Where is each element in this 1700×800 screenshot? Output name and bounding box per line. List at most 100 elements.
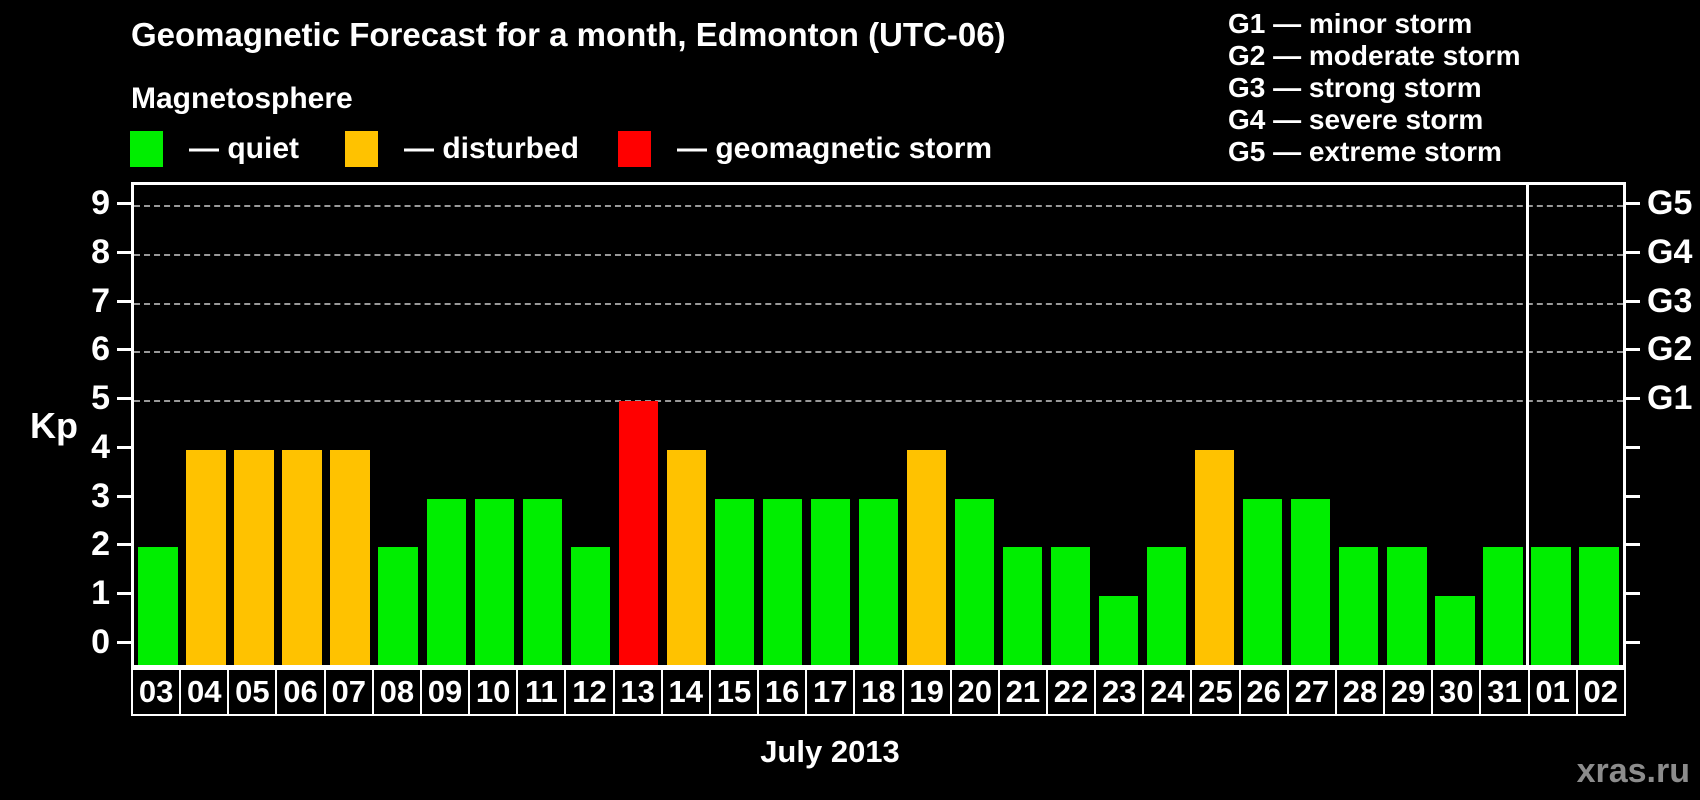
- kp-bar-day-29: [1387, 547, 1427, 665]
- kp-bar-day-24: [1146, 547, 1187, 665]
- day-label-cell-12: 12: [564, 668, 615, 716]
- g-scale-label-g5: G5: [1647, 184, 1693, 223]
- right-y-tick-7: [1626, 299, 1640, 303]
- kp-bar-day-18: [858, 498, 899, 665]
- bar-slot-12: [566, 185, 614, 665]
- day-label-cell-01: 01: [1527, 668, 1578, 716]
- bar-slot-23: [1095, 185, 1143, 665]
- right-y-tick-1: [1626, 591, 1640, 595]
- kp-bar-day-10: [474, 498, 514, 665]
- day-label-cell-24: 24: [1142, 668, 1193, 716]
- bar-slot-09: [422, 185, 470, 665]
- right-y-tick-5: [1626, 397, 1640, 401]
- day-label-cell-09: 09: [419, 668, 471, 716]
- bar-slot-28: [1335, 185, 1383, 665]
- chart-area: Kp 0 1 2 3 4 5 6 7 8 9 G1 G2 G3 G4 G5 03 04 05 06 07 08 09 10…: [30, 182, 1692, 716]
- day-label-cell-16: 16: [757, 668, 808, 716]
- kp-bar-day-23: [1098, 595, 1139, 665]
- day-label-cell-23: 23: [1094, 668, 1145, 716]
- bar-slot-02: [1575, 185, 1623, 665]
- kp-bar-day-12: [570, 547, 610, 665]
- magnetosphere-label: Magnetosphere: [131, 82, 353, 115]
- kp-bar-day-08: [378, 547, 418, 665]
- kp-tick-label-2: 2: [91, 525, 110, 564]
- day-label-cell-02: 02: [1575, 668, 1626, 716]
- bar-slot-10: [470, 185, 518, 665]
- bar-row: [134, 185, 1623, 665]
- kp-tick-label-3: 3: [91, 476, 110, 515]
- left-y-tick-2: [117, 543, 131, 547]
- quiet-color-swatch: [130, 131, 163, 167]
- bar-slot-05: [230, 185, 278, 665]
- day-label-cell-27: 27: [1286, 668, 1337, 716]
- bar-slot-03: [134, 185, 182, 665]
- kp-bar-day-05: [234, 449, 274, 665]
- day-label-cell-20: 20: [949, 668, 1000, 716]
- plot-area: Kp 0 1 2 3 4 5 6 7 8 9 G1 G2 G3 G4 G5: [30, 182, 1692, 668]
- gridline-kp6: [134, 351, 1623, 354]
- gridline-kp7: [134, 302, 1623, 305]
- day-label-cell-06: 06: [275, 668, 326, 716]
- right-y-tick-3: [1626, 494, 1640, 498]
- kp-bar-day-31: [1483, 547, 1523, 665]
- kp-bar-day-07: [330, 449, 370, 665]
- bar-slot-20: [951, 185, 999, 665]
- left-y-tick-1: [117, 591, 131, 595]
- kp-bar-day-15: [714, 498, 755, 665]
- bar-slot-22: [1047, 185, 1095, 665]
- kp-bar-day-11: [522, 498, 562, 665]
- bar-slot-04: [182, 185, 230, 665]
- bar-slot-29: [1383, 185, 1431, 665]
- day-label-cell-25: 25: [1190, 668, 1241, 716]
- legend-item-quiet: — quiet: [130, 130, 299, 168]
- kp-bar-day-01: [1531, 547, 1571, 665]
- disturbed-color-swatch: [345, 131, 378, 167]
- gridline-kp8: [134, 254, 1623, 257]
- storm-label: — geomagnetic storm: [677, 132, 993, 165]
- g3-legend-line: G3 — strong storm: [1228, 72, 1482, 103]
- kp-tick-label-6: 6: [91, 330, 110, 369]
- kp-bar-day-17: [810, 498, 851, 665]
- bar-slot-15: [710, 185, 758, 665]
- kp-tick-label-0: 0: [91, 622, 110, 661]
- bar-slot-25: [1191, 185, 1239, 665]
- left-y-tick-5: [117, 397, 131, 401]
- legend-item-disturbed: — disturbed: [345, 130, 579, 168]
- day-label-cell-29: 29: [1383, 668, 1434, 716]
- g5-legend-line: G5 — extreme storm: [1228, 136, 1502, 167]
- day-label-cell-13: 13: [612, 668, 663, 716]
- storm-color-swatch: [618, 131, 651, 167]
- bar-slot-17: [806, 185, 854, 665]
- kp-bar-day-13: [618, 401, 659, 665]
- day-label-cell-03: 03: [131, 668, 182, 716]
- kp-tick-label-7: 7: [91, 281, 110, 320]
- day-label-cell-07: 07: [323, 668, 374, 716]
- right-y-tick-4: [1626, 445, 1640, 449]
- bar-slot-01: [1527, 185, 1575, 665]
- day-label-cell-11: 11: [516, 668, 567, 716]
- chart-title: Geomagnetic Forecast for a month, Edmont…: [131, 16, 1006, 53]
- day-label-cell-22: 22: [1045, 668, 1097, 716]
- kp-bar-day-27: [1291, 498, 1331, 665]
- month-label: July 2013: [760, 734, 900, 769]
- kp-bar-day-02: [1579, 547, 1619, 665]
- bar-slot-14: [662, 185, 710, 665]
- g1-legend-line: G1 — minor storm: [1228, 8, 1473, 39]
- day-label-cell-14: 14: [660, 668, 711, 716]
- right-y-tick-8: [1626, 251, 1640, 255]
- kp-bar-day-16: [762, 498, 803, 665]
- kp-tick-label-8: 8: [91, 233, 110, 272]
- day-label-cell-05: 05: [227, 668, 278, 716]
- right-y-tick-6: [1626, 348, 1640, 352]
- kp-bar-day-04: [186, 449, 226, 665]
- left-y-tick-8: [117, 251, 131, 255]
- bar-slot-24: [1143, 185, 1191, 665]
- kp-bar-day-21: [1002, 547, 1043, 665]
- right-y-tick-0: [1626, 640, 1640, 644]
- kp-bar-day-06: [282, 449, 322, 665]
- disturbed-label: — disturbed: [404, 132, 580, 165]
- gridline-kp9: [134, 205, 1623, 208]
- g-scale-label-g2: G2: [1647, 330, 1693, 369]
- quiet-label: — quiet: [189, 132, 299, 165]
